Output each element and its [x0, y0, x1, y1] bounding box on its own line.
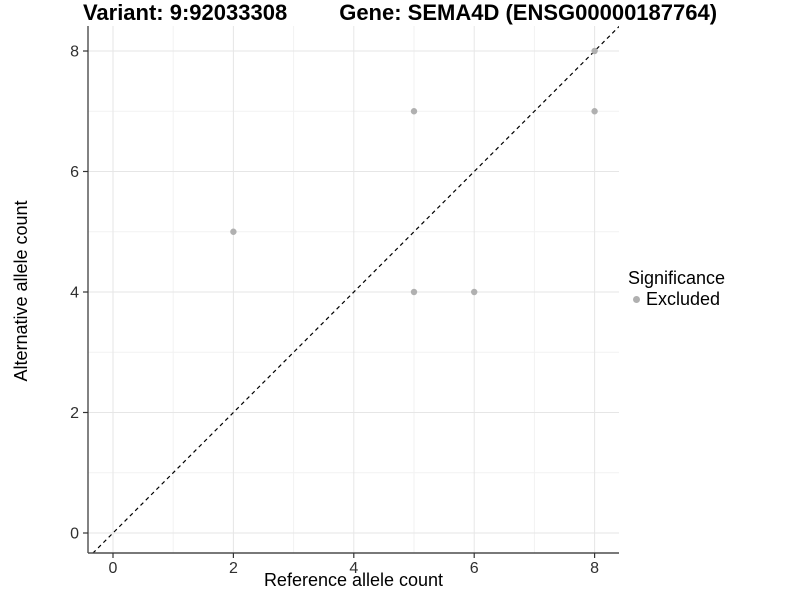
variant-title: Variant: 9:92033308 — [82, 0, 288, 25]
legend-item-excluded: Excluded — [628, 289, 725, 310]
data-point — [471, 288, 478, 296]
plot-title-row: Variant: 9:92033308 Gene: SEMA4D (ENSG00… — [0, 1, 800, 25]
data-point — [410, 288, 418, 296]
y-tick-label: 4 — [70, 285, 79, 302]
legend-item-label: Excluded — [646, 289, 721, 309]
x-tick-label: 4 — [349, 560, 358, 577]
data-point — [591, 47, 598, 55]
legend-key-dot-icon — [633, 296, 640, 303]
x-tick-label: 6 — [470, 560, 479, 577]
gene-title: Gene: SEMA4D (ENSG00000187764) — [339, 0, 718, 25]
y-tick-label: 8 — [70, 44, 79, 61]
x-tick-label: 8 — [590, 560, 599, 577]
identity-line — [92, 26, 619, 553]
x-axis-title: Reference allele count — [263, 570, 444, 590]
data-point — [410, 108, 418, 115]
data-point — [591, 108, 598, 115]
legend-title: Significance — [628, 268, 726, 288]
y-tick-label: 6 — [70, 164, 79, 181]
legend: Significance Excluded — [628, 267, 725, 310]
y-tick-label: 0 — [70, 526, 79, 543]
y-tick-label: 2 — [70, 405, 79, 422]
x-tick-label: 2 — [229, 560, 238, 577]
x-tick-label: 0 — [109, 560, 118, 577]
data-point — [230, 228, 237, 235]
